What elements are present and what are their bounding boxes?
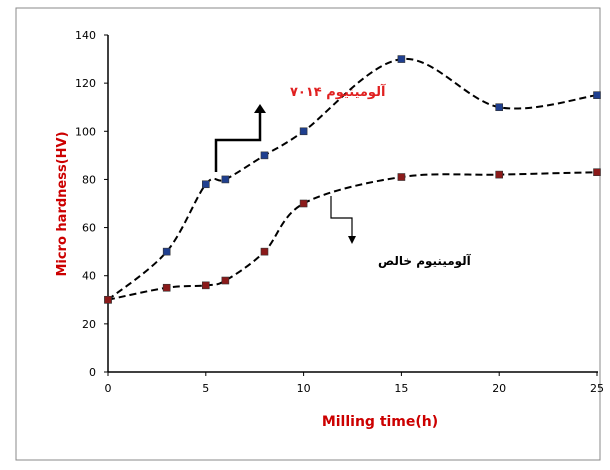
- annotation-arrow-alloy: [214, 112, 262, 172]
- annotation-pure-aluminum: آلومینیوم خالص: [378, 253, 472, 269]
- y-tick-label: 40: [82, 270, 96, 283]
- x-tick-label: 15: [394, 382, 408, 395]
- x-tick-label: 5: [202, 382, 209, 395]
- x-tick-label: 10: [297, 382, 311, 395]
- annotation-alloy-7014: آلومینیوم ۷۰۱۴: [290, 83, 386, 100]
- x-tick-label: 20: [492, 382, 506, 395]
- series-1-point-8: [495, 103, 504, 112]
- y-tick-label: 0: [89, 366, 96, 379]
- series-2-point-1: [104, 295, 112, 304]
- series-2-point-5: [260, 247, 269, 256]
- series-1-point-7: [397, 55, 406, 63]
- series-line-1: [107, 58, 598, 301]
- chart-border: [15, 7, 601, 461]
- annotation-arrowhead-alloy: [254, 104, 266, 113]
- series-2-point-6: [299, 199, 308, 208]
- series-2-point-9: [593, 168, 601, 177]
- y-tick-label: 100: [75, 125, 96, 138]
- series-2-point-4: [221, 276, 230, 285]
- series-1-point-6: [299, 127, 308, 136]
- y-tick-label: 120: [75, 77, 96, 90]
- y-tick-label: 80: [82, 173, 96, 186]
- series-2-point-7: [397, 173, 406, 181]
- series-1-point-2: [162, 247, 171, 256]
- annotation-arrow-pure: [330, 196, 353, 238]
- y-tick-label: 20: [82, 318, 96, 331]
- y-tick-label: 60: [82, 222, 96, 235]
- series-line-2: [107, 171, 598, 301]
- x-axis-label: Milling time(h): [322, 414, 438, 430]
- series-1-point-9: [593, 91, 601, 99]
- y-tick-label: 140: [75, 29, 96, 42]
- y-axis-label: Micro hardness(HV): [55, 131, 70, 276]
- annotation-arrowhead-pure: [348, 236, 356, 244]
- series-1-point-5: [260, 151, 269, 160]
- series-2-point-2: [162, 283, 171, 292]
- series-1-point-3: [202, 180, 210, 189]
- series-2-point-3: [202, 281, 210, 290]
- x-tick-label: 0: [105, 382, 112, 395]
- series-2-point-8: [495, 170, 504, 179]
- series-1-point-4: [221, 175, 230, 184]
- x-tick-label: 25: [590, 382, 604, 395]
